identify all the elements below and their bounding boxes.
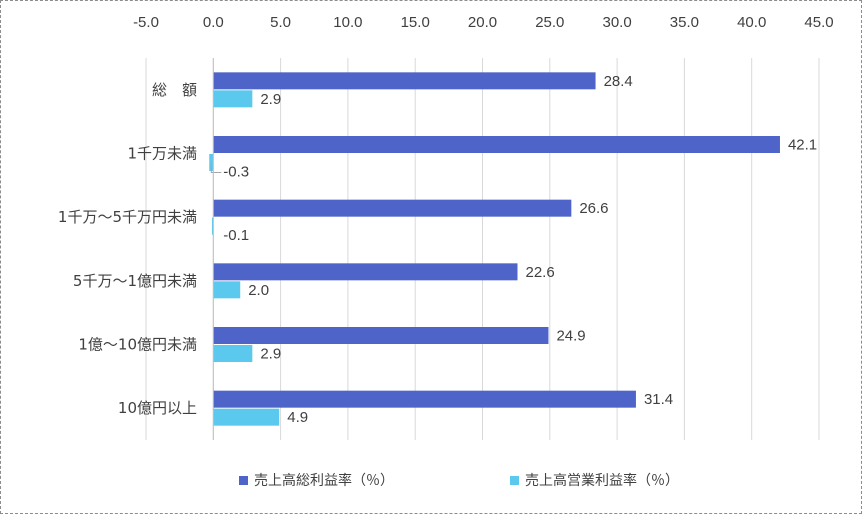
x-tick-label: 15.0	[401, 14, 430, 31]
x-tick-label: 25.0	[535, 14, 564, 31]
gross-margin-bar	[213, 327, 549, 344]
x-tick-label: -5.0	[133, 14, 159, 31]
gross-margin-bar	[213, 263, 518, 281]
x-tick-label: 0.0	[203, 14, 224, 31]
x-tick-label: 20.0	[468, 14, 497, 31]
category-label: 1億～10億円未満	[78, 336, 197, 354]
legend-label-gross-margin: 売上高総利益率（％）	[254, 473, 394, 489]
data-label: 28.4	[604, 73, 633, 90]
operating-margin-bar	[213, 345, 253, 362]
legend-item-gross-margin: 売上高総利益率（％）	[239, 470, 394, 490]
data-label: -0.1	[223, 227, 249, 244]
legend-label-operating-margin: 売上高営業利益率（％）	[525, 473, 679, 489]
legend-swatch-gross-margin	[239, 475, 248, 485]
data-label: 26.6	[579, 200, 608, 217]
legend-item-operating-margin: 売上高営業利益率（％）	[510, 470, 679, 490]
operating-margin-bar	[209, 154, 214, 171]
data-label: -0.3	[223, 164, 249, 181]
x-tick-label: 45.0	[804, 14, 833, 31]
data-label-leader	[210, 164, 222, 173]
data-label: 22.6	[525, 264, 554, 281]
x-tick-label: 35.0	[670, 14, 699, 31]
legend-swatch-operating-margin	[510, 475, 519, 485]
category-label: 5千万～1億円未満	[73, 272, 197, 290]
operating-margin-bar	[213, 90, 253, 108]
data-label: 31.4	[644, 391, 673, 408]
data-label: 24.9	[556, 328, 585, 345]
gross-margin-bar	[213, 199, 572, 217]
data-label: 2.0	[248, 282, 269, 299]
legend: 売上高総利益率（％） 売上高営業利益率（％）	[0, 468, 862, 492]
category-label: 1千万～5千万円未満	[58, 208, 197, 226]
gross-margin-bar	[213, 72, 596, 90]
data-label: 2.9	[260, 91, 281, 108]
operating-margin-bar	[213, 408, 280, 426]
operating-margin-bar	[211, 217, 214, 235]
data-label: 42.1	[788, 137, 817, 154]
x-tick-label: 10.0	[333, 14, 362, 31]
category-label: 1千万未満	[127, 145, 197, 163]
gross-margin-bar	[213, 136, 780, 153]
data-label: 4.9	[287, 409, 308, 426]
category-label: 総 額	[152, 81, 197, 99]
x-tick-label: 5.0	[270, 14, 291, 31]
gross-margin-bar	[213, 390, 636, 408]
x-tick-label: 30.0	[602, 14, 631, 31]
category-label: 10億円以上	[118, 399, 197, 417]
operating-margin-bar	[213, 281, 241, 299]
x-tick-label: 40.0	[737, 14, 766, 31]
data-label: 2.9	[260, 346, 281, 363]
